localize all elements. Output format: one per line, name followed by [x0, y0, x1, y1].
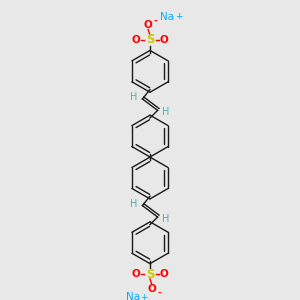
Text: H: H: [163, 214, 170, 224]
Text: O: O: [144, 20, 152, 30]
Text: H: H: [130, 199, 137, 209]
Text: Na: Na: [126, 292, 140, 300]
Text: H: H: [130, 92, 137, 102]
Text: H: H: [163, 107, 170, 117]
Text: -: -: [154, 16, 158, 26]
Text: O: O: [131, 269, 140, 279]
Text: -: -: [158, 289, 161, 298]
Text: S: S: [146, 33, 154, 46]
Text: S: S: [146, 268, 154, 281]
Text: O: O: [160, 269, 169, 279]
Text: +: +: [140, 293, 148, 300]
Text: O: O: [131, 35, 140, 45]
Text: O: O: [148, 284, 156, 294]
Text: O: O: [160, 35, 169, 45]
Text: Na: Na: [160, 12, 174, 22]
Text: +: +: [175, 12, 182, 21]
